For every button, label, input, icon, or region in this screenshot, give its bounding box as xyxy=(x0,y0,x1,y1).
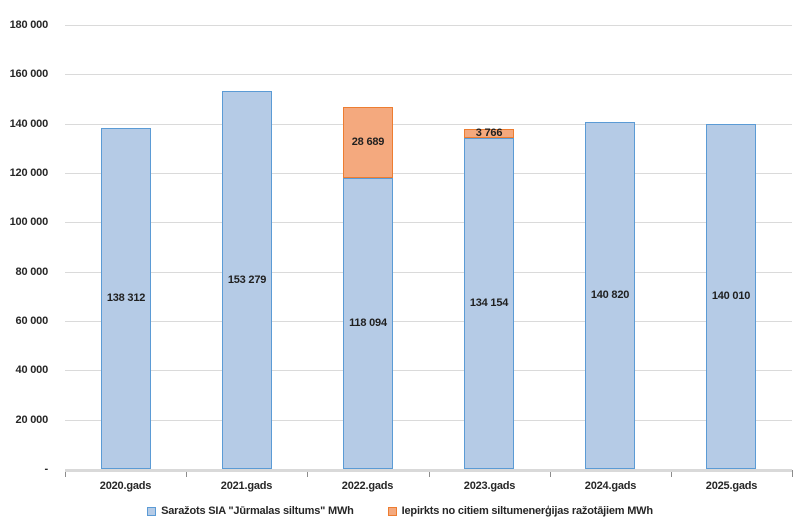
gridline xyxy=(65,321,792,322)
x-axis-label: 2025.gads xyxy=(705,480,758,492)
y-axis-label: 140 000 xyxy=(9,118,49,130)
legend: Saražots SIA "Jūrmalas siltums" MWh Iepir… xyxy=(0,501,800,521)
bar-value-label: 140 820 xyxy=(590,289,630,301)
axis-tick xyxy=(65,470,66,477)
bar-segment-2022.gads: 28 689 xyxy=(343,107,393,178)
y-axis-label: 80 000 xyxy=(15,266,49,278)
y-axis-label: 40 000 xyxy=(15,364,49,376)
bar-segment-2023.gads: 134 154 xyxy=(464,138,514,469)
bar-value-label: 28 689 xyxy=(351,136,385,148)
axis-tick xyxy=(550,470,551,477)
bar-segment-2024.gads: 140 820 xyxy=(585,122,635,469)
gridline xyxy=(65,272,792,273)
gridline xyxy=(65,25,792,26)
bar-value-label: 134 154 xyxy=(469,297,509,309)
gridline xyxy=(65,370,792,371)
gridline xyxy=(65,420,792,421)
bar-segment-2023.gads: 3 766 xyxy=(464,127,514,139)
axis-tick xyxy=(429,470,430,477)
axis-tick xyxy=(186,470,187,477)
gridline xyxy=(65,173,792,174)
x-axis-line xyxy=(65,469,792,472)
bar-value-label: 153 279 xyxy=(227,273,267,286)
legend-label: Iepirkts no citiem siltumenerģijas ražot… xyxy=(401,505,653,517)
bar-value-label: 140 010 xyxy=(711,290,751,302)
bar-segment-2020.gads: 138 312 xyxy=(101,128,151,469)
y-axis-label: 180 000 xyxy=(9,19,49,31)
bar-segment-2025.gads: 140 010 xyxy=(706,124,756,469)
x-axis-label: 2024.gads xyxy=(584,480,637,492)
axis-tick xyxy=(792,470,793,477)
bar-value-label: 3 766 xyxy=(475,127,503,139)
x-axis-label: 2021.gads xyxy=(220,480,273,492)
legend-swatch xyxy=(387,506,397,516)
x-axis-label: 2023.gads xyxy=(463,480,516,492)
y-axis-label: 20 000 xyxy=(15,414,49,426)
y-axis-label: 60 000 xyxy=(15,315,49,327)
y-axis-label: 120 000 xyxy=(9,167,49,179)
legend-item: Saražots SIA "Jūrmalas siltums" MWh xyxy=(147,505,354,517)
bar-value-label: 138 312 xyxy=(106,292,146,304)
y-axis-label: 160 000 xyxy=(9,68,49,80)
bar-value-label: 118 094 xyxy=(349,317,387,329)
gridline xyxy=(65,222,792,223)
gridline xyxy=(65,74,792,75)
legend-label: Saražots SIA "Jūrmalas siltums" MWh xyxy=(161,505,354,517)
y-axis-label: 100 000 xyxy=(9,216,49,228)
axis-tick xyxy=(671,470,672,477)
y-axis-label: - xyxy=(44,463,49,475)
axis-tick xyxy=(307,470,308,477)
x-axis-label: 2022.gads xyxy=(341,480,394,492)
legend-item: Iepirkts no citiem siltumenerģijas ražot… xyxy=(387,505,653,517)
bar-segment-2021.gads: 153 279 xyxy=(222,91,272,469)
x-axis-label: 2020.gads xyxy=(99,480,152,492)
gridline xyxy=(65,124,792,125)
bar-segment-2022.gads: 118 094 xyxy=(343,178,393,469)
legend-swatch xyxy=(147,506,157,516)
